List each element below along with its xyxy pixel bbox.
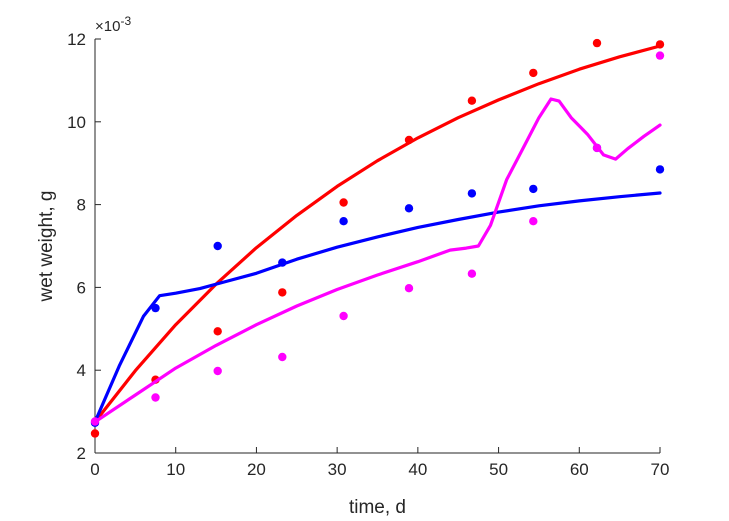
data-point bbox=[592, 38, 602, 48]
series-2 bbox=[90, 51, 665, 426]
y-axis-label: wet weight, g bbox=[36, 191, 57, 303]
x-tick-label: 10 bbox=[166, 460, 185, 479]
x-tick-label: 70 bbox=[651, 460, 670, 479]
x-tick-label: 20 bbox=[247, 460, 266, 479]
data-point bbox=[467, 269, 477, 278]
data-point bbox=[404, 284, 414, 293]
data-point bbox=[278, 288, 287, 297]
y-tick-label: 2 bbox=[77, 444, 86, 463]
data-point bbox=[213, 327, 222, 336]
data-point bbox=[404, 204, 414, 213]
data-point bbox=[339, 311, 348, 321]
x-tick-label: 60 bbox=[570, 460, 589, 479]
data-point bbox=[404, 135, 414, 145]
series-line bbox=[93, 191, 662, 424]
data-point bbox=[213, 241, 222, 251]
x-tick-label: 50 bbox=[489, 460, 508, 479]
x-tick-label: 30 bbox=[328, 460, 347, 479]
data-point bbox=[278, 258, 287, 267]
data-point bbox=[529, 68, 538, 78]
data-point bbox=[151, 393, 160, 402]
data-point bbox=[467, 96, 477, 105]
data-point bbox=[655, 165, 665, 174]
y-tick-label: 4 bbox=[77, 361, 86, 380]
axes: 0 10 20 30 40 50 60 70 2 4 6 8 10 12 bbox=[67, 30, 669, 479]
data-point bbox=[339, 198, 348, 207]
y-axis-multiplier-exponent: -3 bbox=[120, 14, 131, 28]
data-point bbox=[655, 40, 665, 49]
x-tick-label: 0 bbox=[90, 460, 99, 479]
series-line bbox=[93, 97, 662, 424]
data-point bbox=[339, 217, 348, 226]
series-line bbox=[93, 44, 662, 424]
series-layer bbox=[90, 38, 665, 438]
data-point bbox=[90, 417, 100, 426]
data-point bbox=[529, 217, 538, 226]
x-axis-label: time, d bbox=[349, 497, 406, 518]
y-axis-multiplier: ×10-3 bbox=[95, 14, 131, 35]
data-point bbox=[592, 143, 602, 153]
data-point bbox=[467, 189, 477, 198]
y-axis-multiplier-base: ×10 bbox=[95, 18, 120, 35]
data-point bbox=[278, 352, 287, 362]
y-tick-label: 6 bbox=[77, 278, 86, 297]
data-point bbox=[655, 51, 665, 60]
data-point bbox=[213, 366, 222, 376]
y-tick-label: 8 bbox=[77, 196, 86, 215]
data-point bbox=[90, 429, 100, 438]
y-tick-label: 10 bbox=[67, 113, 86, 132]
data-point bbox=[529, 184, 538, 194]
y-tick-label: 12 bbox=[67, 30, 86, 49]
series-0 bbox=[90, 38, 665, 438]
x-tick-label: 40 bbox=[408, 460, 427, 479]
data-point bbox=[151, 303, 160, 313]
